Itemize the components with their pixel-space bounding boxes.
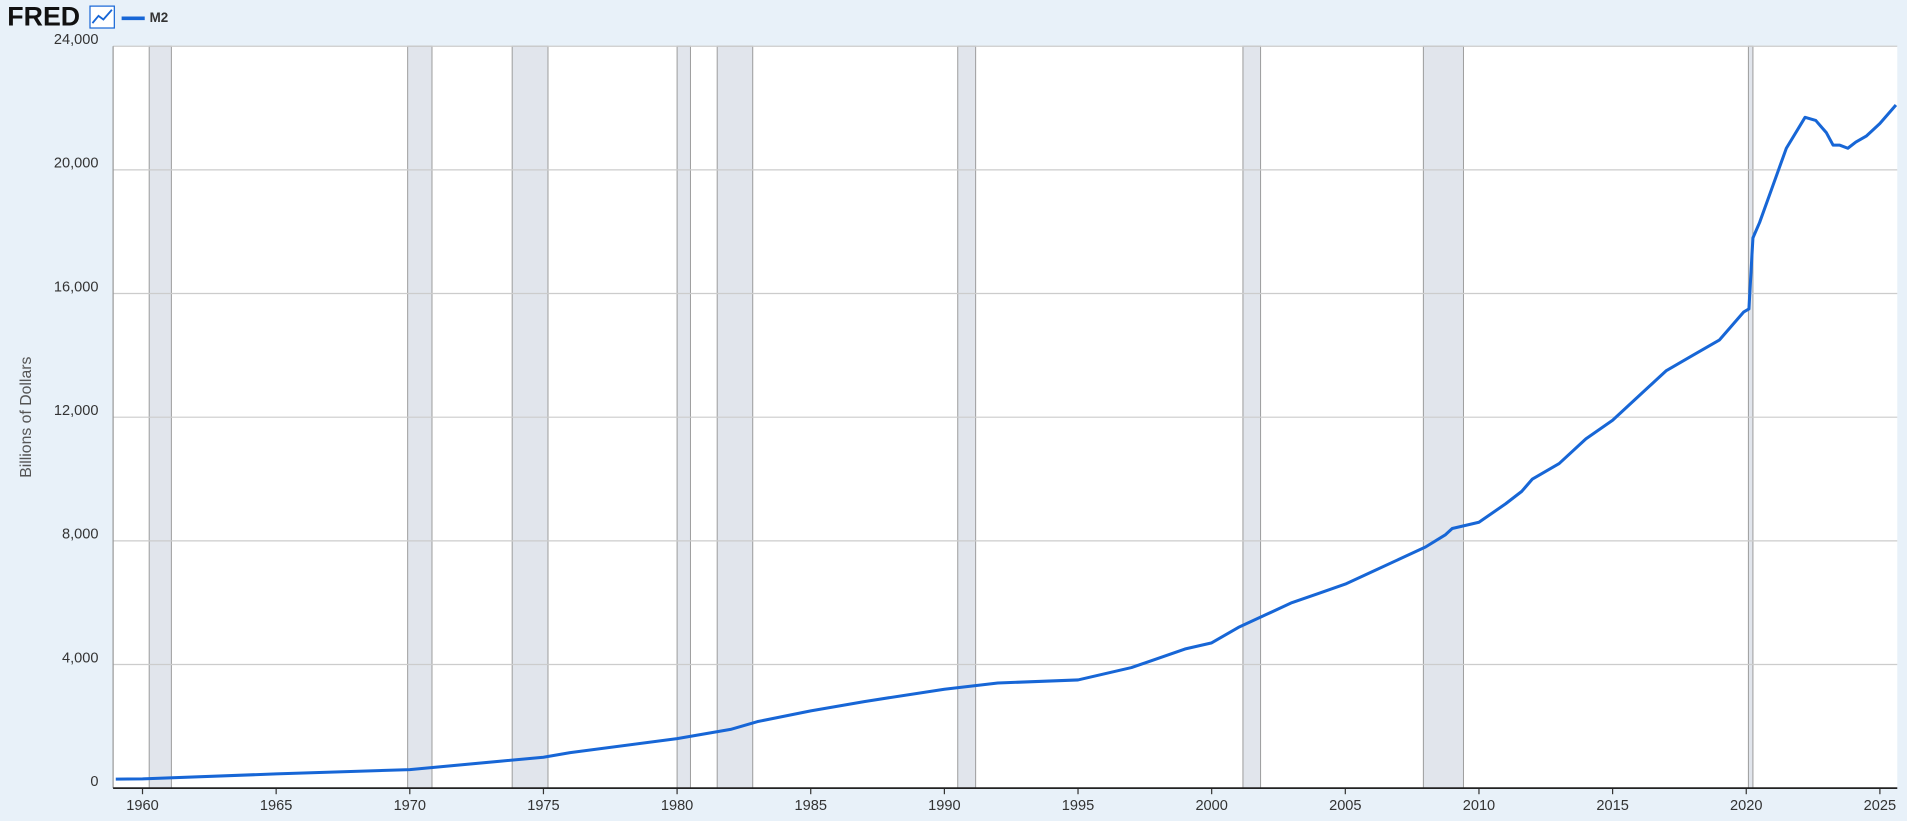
x-tick-label: 2010 — [1463, 798, 1495, 814]
x-tick-label: 2000 — [1195, 798, 1227, 814]
y-axis-label: Billions of Dollars — [18, 357, 35, 478]
y-tick-label: 16,000 — [54, 279, 99, 295]
x-tick-label: 2025 — [1864, 798, 1896, 814]
x-tick-label: 1990 — [928, 798, 960, 814]
y-tick-label: 12,000 — [54, 403, 99, 419]
x-tick-label: 2020 — [1730, 798, 1762, 814]
x-tick-label: 2015 — [1596, 798, 1628, 814]
y-tick-label: 4,000 — [62, 650, 98, 666]
x-tick-label: 1995 — [1062, 798, 1094, 814]
y-tick-label: 8,000 — [62, 527, 98, 543]
y-tick-label: 24,000 — [54, 32, 99, 48]
y-tick-label: 0 — [90, 774, 98, 790]
data-line — [115, 103, 1898, 781]
logo-icon — [89, 5, 115, 29]
x-tick-label: 1960 — [126, 798, 158, 814]
x-tick-label: 1975 — [527, 798, 559, 814]
x-tick-label: 1980 — [661, 798, 693, 814]
x-tick-label: 1985 — [795, 798, 827, 814]
logo[interactable]: FRED — [7, 1, 80, 31]
x-tick-label: 1970 — [394, 798, 426, 814]
x-tick-label: 1965 — [260, 798, 292, 814]
x-tick-label: 2005 — [1329, 798, 1361, 814]
y-tick-label: 20,000 — [54, 156, 99, 172]
legend-label[interactable]: M2 — [150, 10, 169, 25]
